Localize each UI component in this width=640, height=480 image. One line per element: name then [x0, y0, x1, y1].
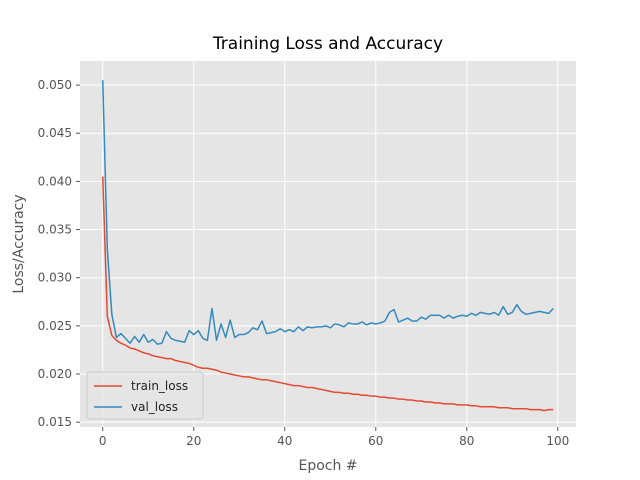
chart-title: Training Loss and Accuracy: [212, 34, 443, 54]
y-tick-label: 0.035: [38, 223, 72, 237]
x-tick-label: 80: [459, 434, 474, 448]
y-axis-label: Loss/Accuracy: [11, 194, 27, 293]
y-tick-label: 0.020: [38, 367, 72, 381]
legend: train_loss val_loss: [86, 371, 204, 420]
grid: [80, 61, 576, 427]
x-tick-label: 100: [546, 434, 569, 448]
y-tick-label: 0.050: [38, 78, 72, 92]
y-axis-ticks: 0.015 0.020 0.025 0.030 0.035 0.040 0.045 0.050: [38, 78, 80, 429]
y-tick-label: 0.015: [38, 415, 72, 429]
x-tick-label: 40: [277, 434, 292, 448]
series-line-train-loss: [102, 176, 554, 412]
x-axis-ticks: 0 20 40 60 80 100: [99, 427, 569, 448]
legend-label-train-loss: train_loss: [131, 379, 188, 393]
y-tick-label: 0.040: [38, 174, 72, 188]
x-tick-label: 20: [186, 434, 201, 448]
y-tick-label: 0.030: [38, 271, 72, 285]
y-tick-label: 0.025: [38, 319, 72, 333]
y-tick-label: 0.045: [38, 126, 72, 140]
x-axis-label: Epoch #: [298, 458, 357, 474]
plot-area: [80, 61, 576, 427]
series-line-val-loss: [102, 80, 554, 345]
x-tick-label: 60: [368, 434, 383, 448]
series: [102, 80, 554, 412]
x-tick-label: 0: [99, 434, 107, 448]
legend-label-val-loss: val_loss: [131, 400, 178, 414]
